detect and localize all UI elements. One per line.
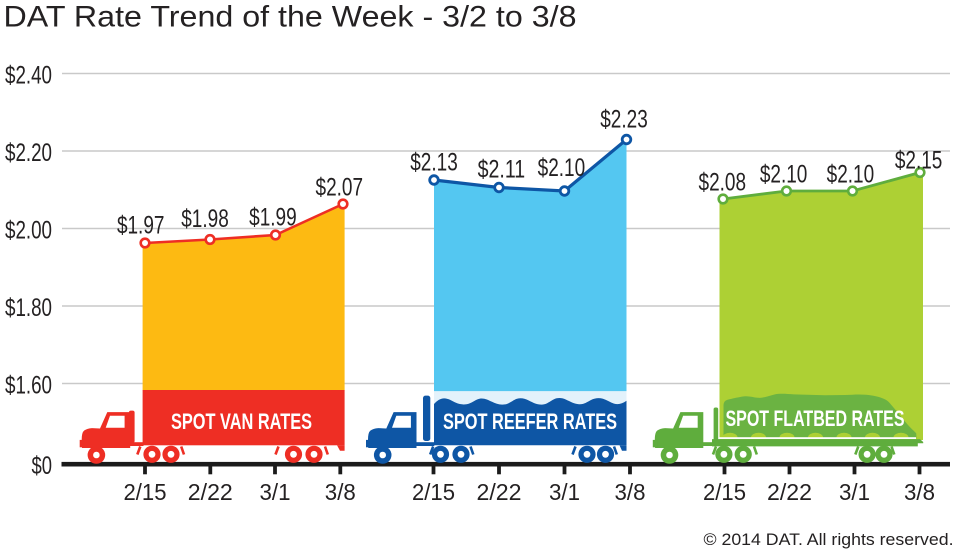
svg-text:$2.40: $2.40 [5, 62, 52, 90]
svg-text:3/8: 3/8 [325, 479, 356, 505]
svg-text:$1.80: $1.80 [5, 294, 52, 322]
svg-text:$2.15: $2.15 [895, 147, 943, 175]
svg-text:$2.08: $2.08 [699, 169, 747, 197]
svg-text:$2.10: $2.10 [760, 160, 808, 188]
svg-text:SPOT REEFER RATES: SPOT REEFER RATES [443, 409, 617, 434]
svg-text:3/1: 3/1 [260, 479, 291, 505]
svg-text:3/1: 3/1 [549, 479, 580, 505]
svg-text:2/22: 2/22 [188, 479, 233, 505]
svg-text:$2.10: $2.10 [538, 154, 586, 182]
svg-text:$0: $0 [32, 452, 53, 480]
svg-text:2/22: 2/22 [767, 479, 812, 505]
svg-text:2/15: 2/15 [703, 479, 746, 505]
svg-text:$1.98: $1.98 [181, 205, 229, 233]
svg-text:2/22: 2/22 [477, 479, 522, 505]
svg-text:SPOT FLATBED RATES: SPOT FLATBED RATES [726, 406, 905, 431]
svg-text:© 2014 DAT. All rights reserve: © 2014 DAT. All rights reserved. [704, 530, 954, 549]
svg-text:3/8: 3/8 [615, 479, 646, 505]
svg-text:$1.97: $1.97 [117, 212, 165, 240]
svg-text:$1.99: $1.99 [249, 203, 297, 231]
svg-text:$2.23: $2.23 [600, 106, 648, 134]
svg-text:SPOT VAN RATES: SPOT VAN RATES [171, 409, 312, 434]
svg-text:$1.60: $1.60 [5, 372, 52, 400]
svg-text:3/1: 3/1 [839, 479, 870, 505]
svg-text:DAT Rate Trend of the Week - 3: DAT Rate Trend of the Week - 3/2 to 3/8 [4, 1, 577, 34]
svg-text:$2.07: $2.07 [316, 173, 364, 201]
svg-text:3/8: 3/8 [904, 479, 935, 505]
svg-text:2/15: 2/15 [124, 479, 167, 505]
svg-text:$2.20: $2.20 [5, 139, 52, 167]
svg-text:2/15: 2/15 [412, 479, 455, 505]
svg-text:$2.00: $2.00 [5, 217, 52, 245]
svg-text:$2.11: $2.11 [478, 156, 526, 184]
svg-text:$2.13: $2.13 [410, 148, 458, 176]
svg-text:$2.10: $2.10 [827, 160, 875, 188]
